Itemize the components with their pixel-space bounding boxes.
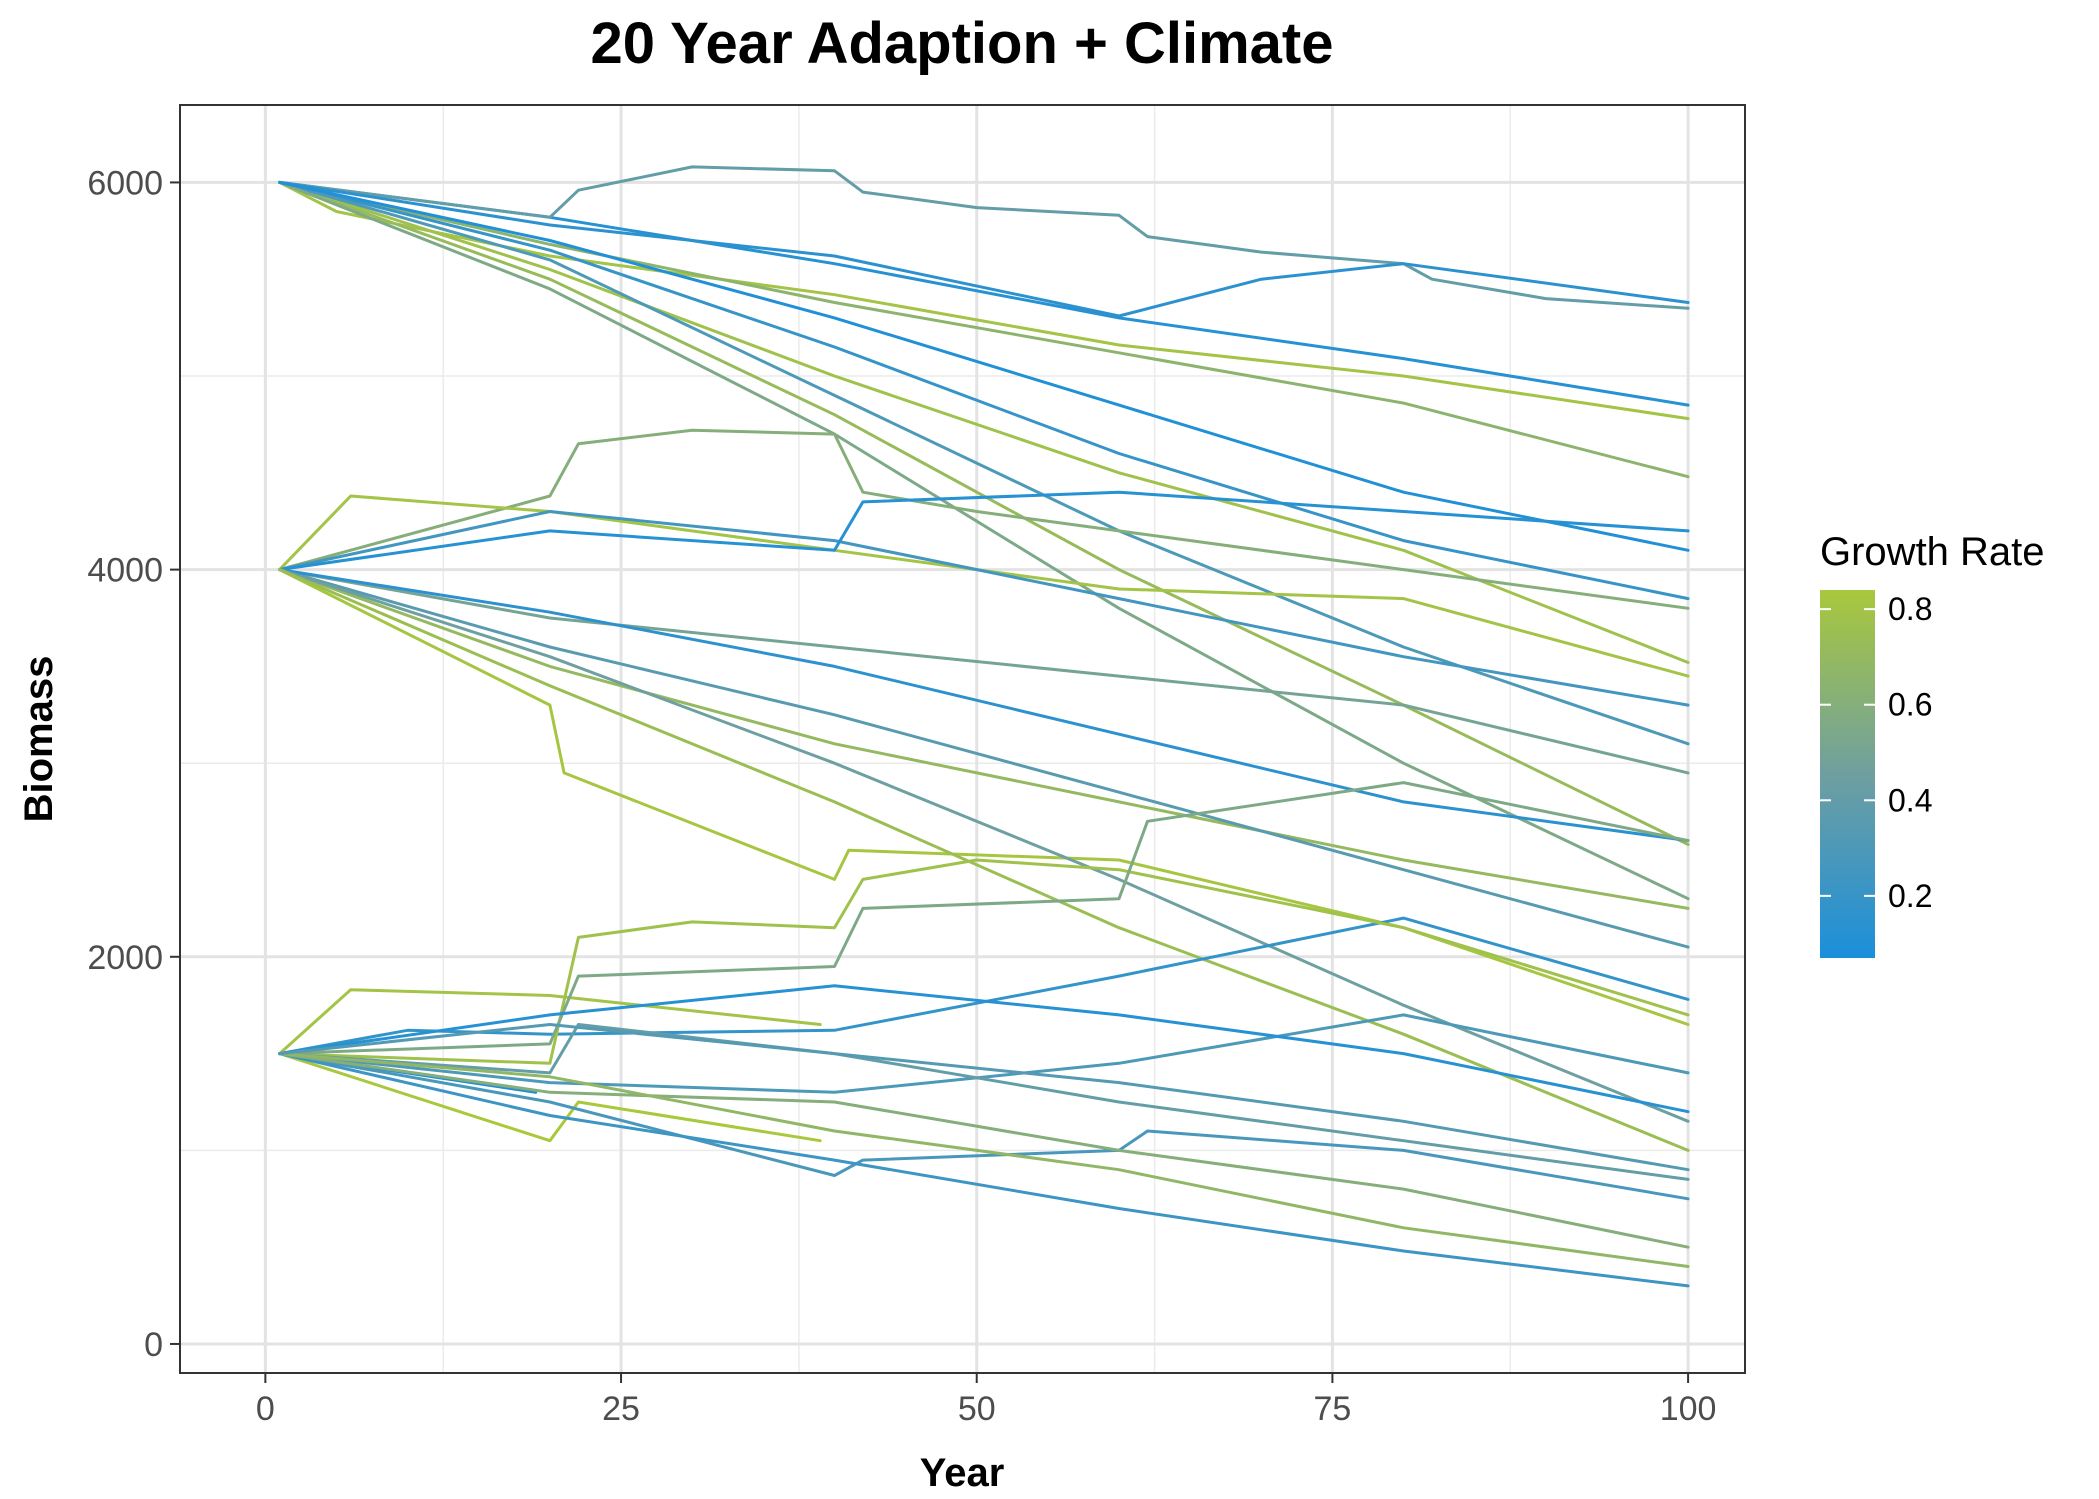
series-line-22 [278,568,1690,1152]
series-line-17 [278,568,1690,910]
legend-tick-label: 0.2 [1888,878,1932,914]
series-line-24 [278,916,1690,1056]
x-tick-label: 100 [1660,1390,1717,1428]
legend-tick-label: 0.4 [1888,782,1932,818]
legend-tick-label: 0.8 [1888,591,1932,627]
panel-border [179,104,1746,1374]
y-tick-label: 4000 [87,552,163,590]
legend: Growth Rate 0.2 0.4 0.6 0.8 [1820,530,2045,958]
series-line-6 [278,180,1690,664]
series-line-11 [278,180,1690,552]
legend-tick-label: 0.6 [1888,687,1932,723]
series-line-31 [278,1052,1690,1288]
series-line-5 [278,180,1690,479]
series-line-10 [278,180,1690,901]
series-line-19 [278,568,1690,949]
series-layer [278,165,1690,1288]
series-line-26 [278,858,1690,1065]
series-line-29 [278,1052,822,1143]
legend-ticks: 0.2 0.4 0.6 0.8 [1820,591,1932,914]
series-line-15 [278,490,1690,572]
x-axis-title: Year [920,1451,1005,1495]
series-line-35 [278,984,1690,1114]
legend-colorbar [1820,590,1875,958]
series-line-30 [278,1052,1690,1201]
series-line-16 [278,568,1690,775]
x-axis: 0 25 50 75 100 [256,1373,1717,1428]
grid-major [180,105,1745,1373]
x-tick-label: 50 [958,1390,996,1428]
series-line-20 [278,568,1690,843]
series-line-7 [278,180,1690,846]
series-line-14 [278,510,1690,707]
series-line-12 [278,428,1690,610]
series-line-8 [278,180,1690,601]
legend-title: Growth Rate [1820,530,2045,574]
y-tick-label: 0 [144,1326,163,1364]
y-tick-label: 6000 [87,164,163,202]
y-axis-title: Biomass [17,656,61,823]
series-line-27 [278,781,1690,1056]
grid-minor [180,105,1745,1373]
series-line-2 [278,165,1690,310]
y-axis: 0 2000 4000 6000 [87,164,180,1364]
series-line-36 [278,1023,1690,1172]
series-line-34 [278,1052,1690,1268]
series-line-32 [278,1052,1690,1249]
series-line-3 [278,180,1690,318]
series-line-9 [278,180,1690,746]
series-line-4 [278,180,1690,421]
series-line-18 [278,568,1690,1026]
y-tick-label: 2000 [87,939,163,977]
x-tick-label: 25 [602,1390,640,1428]
series-line-23 [278,988,822,1056]
x-tick-label: 0 [256,1390,275,1428]
chart-title: 20 Year Adaption + Climate [590,11,1333,76]
x-tick-label: 75 [1313,1390,1351,1428]
